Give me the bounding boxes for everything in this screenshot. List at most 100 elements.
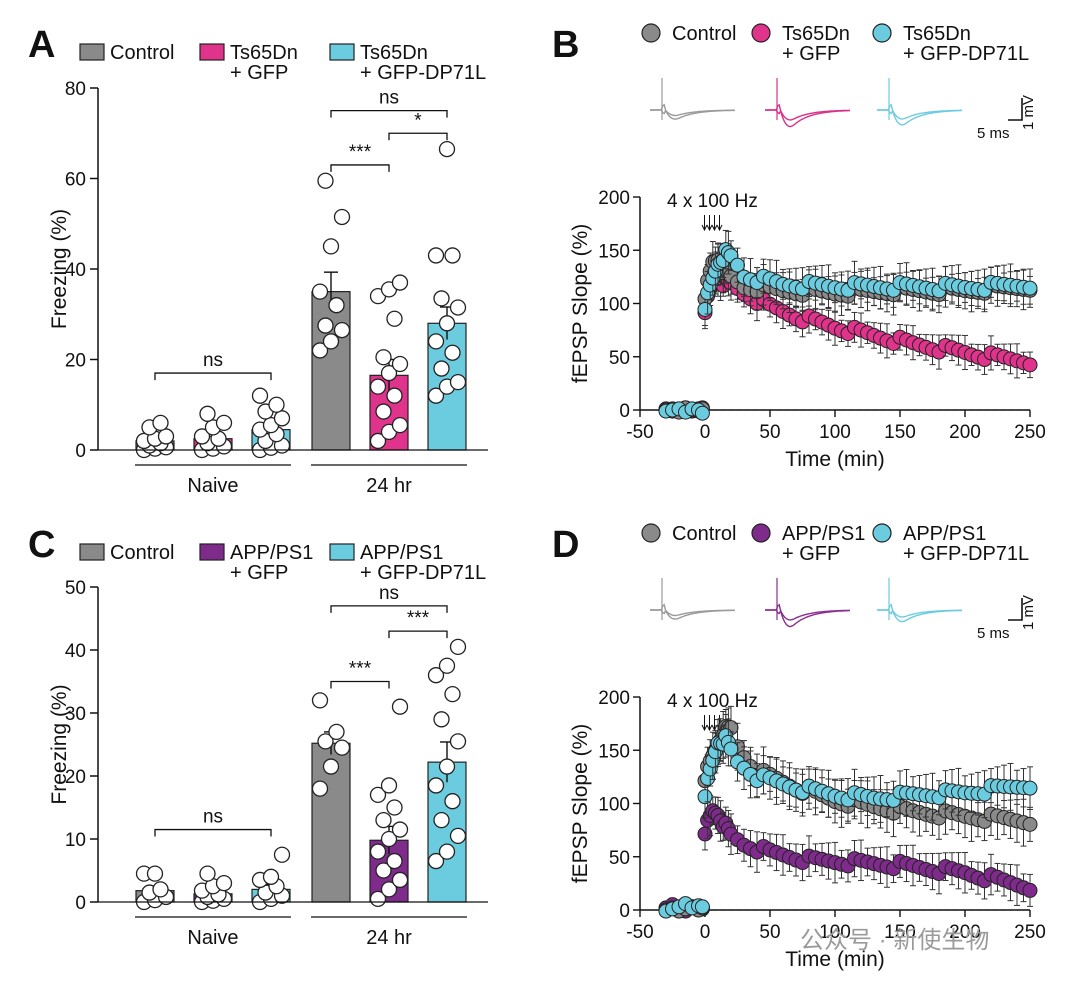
data-point xyxy=(322,333,340,350)
y-tick-label: 80 xyxy=(65,79,86,100)
data-point xyxy=(449,638,467,655)
legend-label: Control xyxy=(672,523,736,545)
data-point xyxy=(380,881,398,898)
legend-label-line2: + GFP-DP71L xyxy=(903,43,1029,65)
legend-label: APP/PS1 xyxy=(903,523,986,545)
scale-bar-y-label: 1 mV xyxy=(1020,595,1037,630)
trace-potentiated xyxy=(877,609,963,623)
data-point xyxy=(391,355,409,373)
data-point xyxy=(433,711,450,728)
trace-potentiated xyxy=(765,109,850,128)
legend-label-line2: + GFP-DP71L xyxy=(903,543,1029,565)
data-point xyxy=(697,789,713,805)
data-point xyxy=(375,811,392,829)
data-point xyxy=(146,865,164,882)
x-tick-label: 250 xyxy=(1014,922,1046,943)
scale-bar xyxy=(1008,98,1023,121)
data-point xyxy=(311,342,329,359)
data-point xyxy=(152,414,169,432)
legend-swatch xyxy=(329,43,355,61)
y-tick-label: 150 xyxy=(598,741,630,762)
data-point xyxy=(311,780,329,797)
data-point xyxy=(391,821,409,838)
data-point xyxy=(1022,816,1038,832)
data-point xyxy=(427,667,445,684)
significance-label: *** xyxy=(349,659,372,680)
data-point xyxy=(215,874,233,892)
y-axis-label: Freezing (%) xyxy=(48,209,71,329)
data-point xyxy=(427,387,445,404)
x-tick-label: -50 xyxy=(626,422,653,443)
data-point xyxy=(697,301,713,317)
trace-potentiated xyxy=(650,109,736,120)
data-point xyxy=(694,899,710,915)
x-tick-label: 0 xyxy=(700,422,711,443)
data-point xyxy=(333,739,351,756)
y-axis-label: fEPSP Slope (%) xyxy=(569,724,592,884)
significance-label: *** xyxy=(349,142,372,163)
legend-label-line2: + GFP xyxy=(230,62,288,84)
legend-label-line2: + GFP xyxy=(782,43,840,65)
legend-label-line2: + GFP xyxy=(782,543,840,565)
significance-bracket xyxy=(330,680,390,689)
y-tick-label: 0 xyxy=(619,401,630,422)
data-point xyxy=(375,403,392,420)
data-point xyxy=(444,793,461,810)
data-point xyxy=(317,172,334,189)
scale-bar-x-label: 5 ms xyxy=(977,125,1010,142)
data-point xyxy=(449,373,467,391)
data-point xyxy=(427,852,445,870)
data-point xyxy=(438,843,456,860)
data-point xyxy=(694,405,710,421)
x-tick-label: 250 xyxy=(1014,422,1046,443)
data-point xyxy=(311,692,329,709)
data-point xyxy=(333,321,351,339)
legend-marker xyxy=(872,23,892,43)
y-tick-label: 20 xyxy=(65,767,86,788)
data-point xyxy=(215,414,233,432)
data-point xyxy=(322,758,340,775)
stim-arrow xyxy=(701,215,708,232)
data-point xyxy=(433,290,450,307)
y-tick-label: 0 xyxy=(75,441,86,462)
legend-label-line2: + GFP-DP71L xyxy=(360,562,486,584)
y-tick-label: 60 xyxy=(65,170,86,191)
legend-label: Ts65Dn xyxy=(903,23,971,45)
data-point xyxy=(723,741,739,757)
legend-label: Control xyxy=(110,42,174,64)
x-tick-label: 200 xyxy=(949,922,981,943)
data-point xyxy=(391,871,409,889)
significance-bracket xyxy=(330,605,448,613)
data-point xyxy=(444,247,461,264)
significance-label: *** xyxy=(407,608,430,629)
x-axis-label: Time (min) xyxy=(785,948,885,971)
x-tick-label: 150 xyxy=(884,922,916,943)
data-point xyxy=(273,846,291,863)
significance-label: ns xyxy=(203,350,223,371)
data-point xyxy=(438,140,456,158)
data-point xyxy=(375,862,392,879)
scale-bar-x-label: 5 ms xyxy=(977,625,1010,642)
data-point xyxy=(391,274,409,291)
x-tick-label: 50 xyxy=(759,922,780,943)
legend-marker xyxy=(751,23,771,43)
y-axis-label: Freezing (%) xyxy=(48,684,71,804)
bar xyxy=(311,291,351,451)
x-tick-label: 200 xyxy=(949,422,981,443)
legend-marker xyxy=(872,523,892,543)
data-point xyxy=(433,811,450,829)
significance-label: * xyxy=(414,110,422,131)
legend-label: APP/PS1 xyxy=(360,542,443,564)
legend-label: Ts65Dn xyxy=(230,42,298,64)
data-point xyxy=(449,827,467,844)
y-tick-label: 100 xyxy=(598,295,630,316)
stim-arrow xyxy=(706,715,713,732)
x-tick-label: 150 xyxy=(884,422,916,443)
data-point xyxy=(1022,280,1038,296)
legend-marker xyxy=(751,523,771,543)
data-point xyxy=(1022,357,1038,373)
